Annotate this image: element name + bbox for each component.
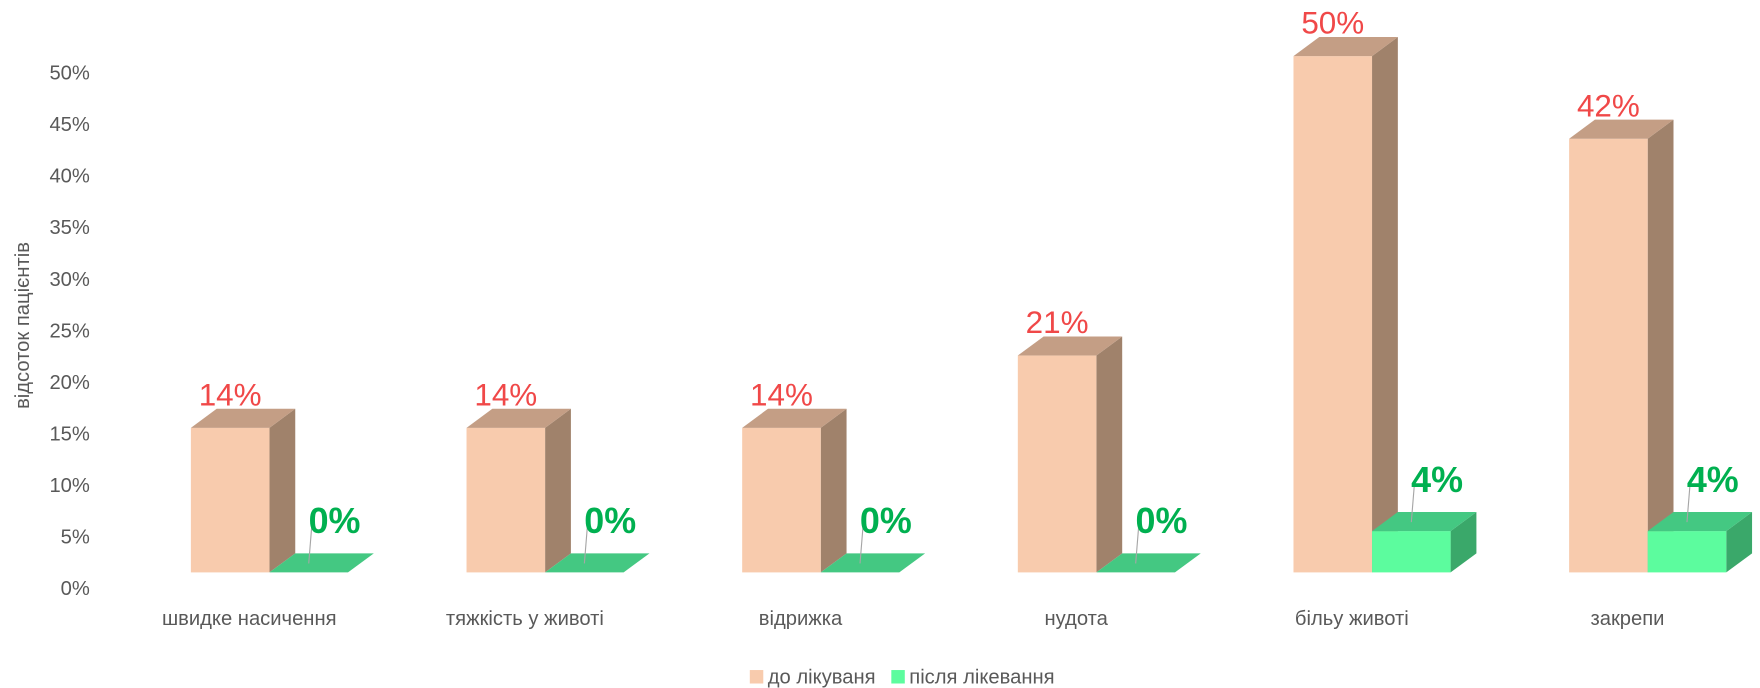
y-tick-label: 10%: [49, 475, 89, 497]
bar: [190, 408, 296, 573]
bar-side: [820, 408, 847, 573]
bar-top: [269, 553, 374, 573]
y-tick-label: 15%: [49, 423, 89, 445]
y-tick-label: 0%: [61, 578, 90, 600]
y-tick-label: 5%: [61, 526, 90, 548]
leader-line: [583, 521, 589, 564]
bar-side: [1647, 119, 1674, 573]
bar-front: [466, 427, 546, 573]
bar: [820, 553, 926, 573]
data-label: 14%: [199, 377, 262, 412]
y-tick-label: 45%: [49, 114, 89, 136]
bar-front: [1647, 531, 1727, 573]
bar-top: [466, 408, 571, 428]
legend-swatch: [891, 670, 905, 684]
data-label: 0%: [860, 500, 912, 541]
bar: [742, 408, 847, 573]
data-label: 21%: [1026, 305, 1089, 340]
bar-top: [1017, 336, 1123, 356]
bar-top: [545, 553, 650, 573]
bar-front: [190, 427, 270, 573]
bar: [466, 408, 571, 573]
data-label: 4%: [1411, 459, 1463, 500]
bar-top: [820, 553, 926, 573]
y-tick-label: 50%: [49, 63, 89, 85]
bar-top: [1372, 512, 1477, 532]
leader-line: [308, 521, 313, 564]
data-label: 0%: [309, 500, 361, 541]
y-tick-label: 25%: [49, 320, 89, 342]
bar-top: [1096, 553, 1201, 573]
bar: [1096, 553, 1201, 573]
legend-label: до лікуваня: [768, 667, 876, 688]
data-label: 42%: [1577, 88, 1640, 123]
bar-front: [742, 427, 821, 573]
data-label: 0%: [1136, 500, 1188, 541]
x-tick-label: тяжкість у животі: [446, 608, 604, 630]
x-tick-label: нудота: [1044, 608, 1108, 630]
y-tick-label: 35%: [49, 217, 89, 239]
bar: [1569, 119, 1674, 573]
y-tick-label: 20%: [49, 372, 89, 394]
bar-top: [1569, 119, 1674, 139]
x-tick-label: більу животі: [1295, 608, 1409, 630]
bar-top: [1647, 512, 1753, 532]
legend-swatch: [749, 670, 764, 684]
data-label: 0%: [584, 500, 636, 541]
bar-side: [1726, 512, 1753, 573]
x-tick-label: швидке насичення: [162, 608, 337, 630]
bar-top: [1293, 37, 1398, 57]
data-label: 50%: [1301, 6, 1364, 41]
bar-front: [1569, 138, 1648, 573]
bar-side: [1096, 336, 1123, 573]
bar: [1017, 336, 1123, 573]
x-tick-label: відрижка: [759, 608, 843, 630]
leader-line: [859, 521, 864, 564]
bar: [1372, 512, 1477, 573]
y-tick-label: 40%: [49, 166, 89, 188]
bar-front: [1372, 531, 1451, 573]
data-label: 14%: [750, 377, 813, 412]
y-tick-label: 30%: [49, 269, 89, 291]
bar-side: [545, 408, 571, 573]
bar: [545, 553, 650, 573]
data-label: 14%: [474, 377, 537, 412]
bar-side: [1372, 37, 1398, 573]
bar-front: [1017, 355, 1097, 573]
bar: [269, 553, 374, 573]
bar-side: [269, 408, 296, 573]
bar: [1647, 512, 1753, 573]
leader-line: [1410, 480, 1416, 523]
bar: [1293, 37, 1398, 573]
legend-label: після лікевання: [909, 667, 1054, 688]
x-tick-label: закрепи: [1590, 608, 1664, 630]
bar-front: [1293, 56, 1373, 573]
bar-top: [742, 408, 847, 428]
bar-top: [190, 408, 296, 428]
bar-side: [1450, 512, 1477, 573]
leader-line: [1686, 480, 1691, 523]
leader-line: [1135, 521, 1140, 564]
data-label: 4%: [1687, 459, 1739, 500]
y-axis-title: відсоток пацієнтів: [12, 242, 34, 409]
